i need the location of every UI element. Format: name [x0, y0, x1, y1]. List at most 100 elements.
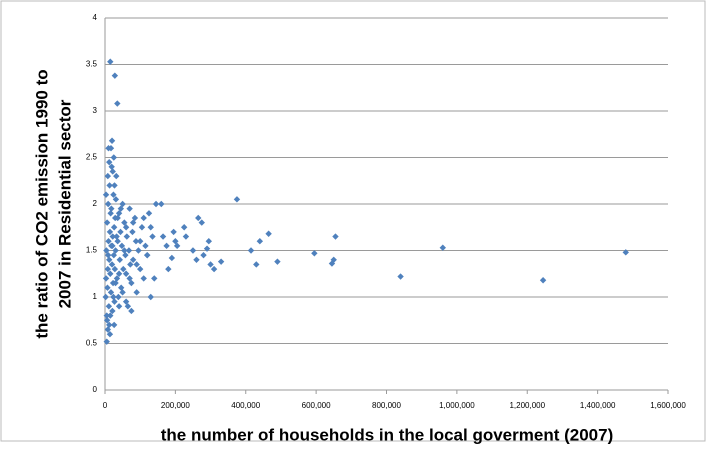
point: [104, 284, 111, 291]
point: [103, 312, 110, 319]
point: [106, 228, 114, 236]
point: [121, 219, 128, 226]
point: [102, 191, 110, 198]
point: [114, 214, 121, 222]
point: [103, 219, 111, 226]
point: [122, 298, 130, 305]
point: [133, 289, 140, 296]
chart-frame: [0, 0, 706, 442]
point: [165, 265, 172, 273]
point: [265, 230, 272, 237]
point: [103, 338, 110, 345]
point: [136, 265, 144, 273]
point: [131, 214, 139, 222]
point: [123, 233, 131, 240]
point: [104, 251, 112, 259]
point: [108, 205, 115, 212]
x-tick-label: 1,400,000: [580, 401, 616, 410]
point: [122, 224, 130, 231]
point: [119, 289, 126, 296]
point: [180, 224, 188, 231]
point: [217, 258, 225, 265]
point: [119, 200, 126, 208]
point: [133, 261, 140, 268]
point: [109, 233, 116, 240]
point: [163, 242, 170, 250]
point: [110, 154, 117, 161]
point: [108, 163, 115, 170]
point: [115, 303, 123, 310]
point: [113, 275, 121, 282]
point: [332, 233, 339, 240]
point: [114, 238, 121, 245]
point: [311, 250, 318, 257]
point: [107, 210, 114, 217]
point: [152, 200, 160, 208]
point: [105, 303, 113, 310]
point: [106, 158, 113, 166]
point: [117, 284, 125, 291]
point: [145, 210, 153, 217]
point: [108, 137, 116, 144]
point: [109, 242, 116, 250]
point: [140, 214, 147, 222]
point: [111, 72, 119, 79]
point: [142, 242, 149, 250]
point: [124, 303, 132, 310]
point: [173, 242, 181, 250]
point: [195, 214, 202, 222]
point: [126, 275, 133, 282]
point: [112, 196, 120, 203]
point: [253, 261, 260, 268]
point: [203, 245, 211, 252]
y-axis-title: 2007 in Residential sector: [55, 99, 74, 308]
x-tick-label: 200,000: [161, 401, 190, 410]
point: [107, 145, 115, 152]
y-tick-label: 2.5: [86, 153, 98, 162]
point: [107, 58, 114, 65]
point: [120, 265, 127, 273]
point: [109, 307, 116, 315]
point: [147, 224, 154, 231]
point: [109, 168, 116, 175]
y-tick-label: 2: [93, 199, 98, 208]
point: [129, 256, 137, 263]
y-tick-label: 3.5: [86, 60, 98, 69]
point: [111, 265, 119, 273]
point: [110, 251, 117, 259]
point: [104, 200, 112, 208]
point: [172, 238, 179, 245]
point: [274, 258, 281, 265]
point: [622, 249, 629, 256]
point: [115, 270, 123, 277]
x-tick-label: 1,000,000: [439, 401, 475, 410]
point: [104, 326, 112, 333]
point: [114, 100, 121, 107]
point: [132, 238, 140, 245]
point: [439, 244, 446, 251]
point: [110, 191, 117, 198]
point: [104, 265, 112, 273]
x-axis-title: the number of households in the local go…: [161, 425, 613, 444]
point: [106, 182, 113, 189]
point: [147, 293, 154, 301]
point: [118, 242, 126, 250]
point: [328, 260, 336, 267]
point: [122, 270, 130, 277]
point: [110, 321, 118, 329]
point: [102, 275, 110, 282]
point: [135, 247, 142, 254]
x-tick-label: 400,000: [231, 401, 260, 410]
point: [126, 205, 133, 212]
point: [151, 275, 158, 282]
point: [116, 256, 123, 263]
point: [159, 233, 167, 240]
y-tick-label: 1.5: [86, 246, 98, 255]
point: [256, 238, 264, 245]
point: [168, 254, 176, 262]
point: [110, 293, 117, 301]
point: [111, 182, 118, 189]
point: [129, 228, 136, 236]
